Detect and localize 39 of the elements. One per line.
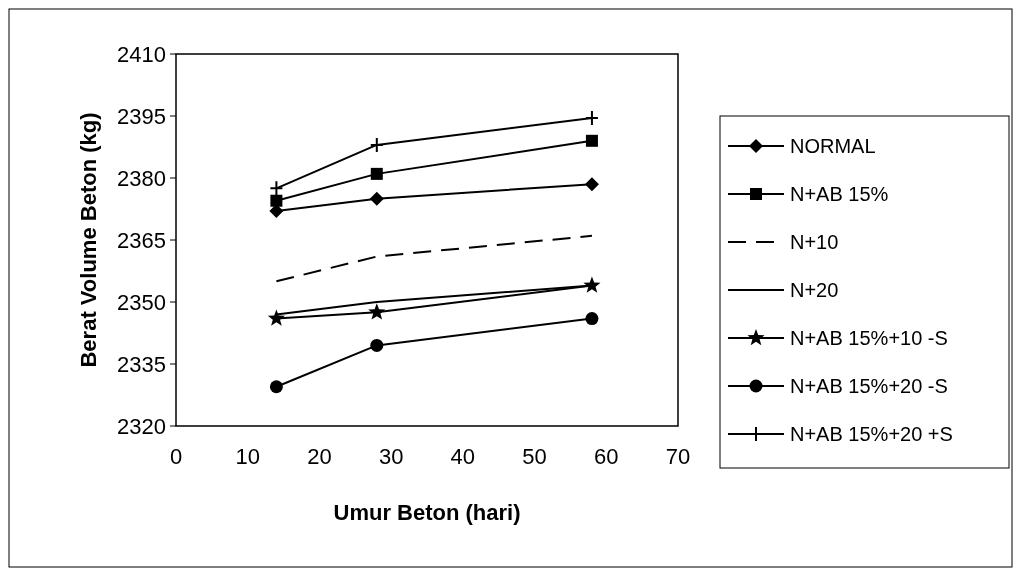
legend-label: NORMAL (790, 135, 876, 157)
y-tick-label: 2365 (117, 227, 166, 253)
legend-label: N+AB 15%+20 -S (790, 375, 948, 397)
x-tick-label: 60 (594, 444, 619, 469)
y-tick-label: 2320 (117, 413, 166, 439)
point (585, 312, 599, 326)
point (584, 110, 599, 127)
y-tick-label: 2395 (117, 103, 166, 129)
point (269, 380, 283, 394)
x-tick-label: 20 (307, 444, 332, 469)
point (269, 204, 284, 219)
x-tick-label: 30 (378, 444, 404, 469)
point (369, 136, 384, 153)
x-tick-label: 10 (235, 444, 260, 469)
y-tick-label: 2335 (117, 351, 166, 377)
x-tick-label: 70 (665, 444, 691, 469)
x-tick-label: 0 (169, 444, 183, 469)
point (370, 167, 383, 180)
y-tick-label: 2350 (117, 289, 166, 315)
legend-label: N+AB 15%+20 +S (790, 423, 953, 445)
legend-label: N+AB 15% (790, 183, 889, 205)
x-tick-label: 40 (450, 444, 476, 469)
point (583, 276, 601, 293)
x-axis-title: Umur Beton (hari) (333, 500, 521, 525)
point (369, 191, 384, 206)
point (585, 134, 598, 147)
y-tick-label: 2410 (117, 41, 166, 67)
legend-label: N+AB 15%+10 -S (790, 327, 948, 349)
legend-label: N+20 (790, 279, 839, 301)
point (584, 177, 599, 192)
point (269, 180, 284, 197)
y-tick-label: 2380 (117, 165, 166, 191)
point (370, 338, 384, 352)
point (368, 303, 386, 320)
y-axis-title: Berat Volume Beton (kg) (76, 112, 101, 368)
point (270, 194, 283, 207)
legend-label: N+10 (790, 231, 839, 253)
point (267, 309, 285, 326)
x-tick-label: 50 (522, 444, 547, 469)
